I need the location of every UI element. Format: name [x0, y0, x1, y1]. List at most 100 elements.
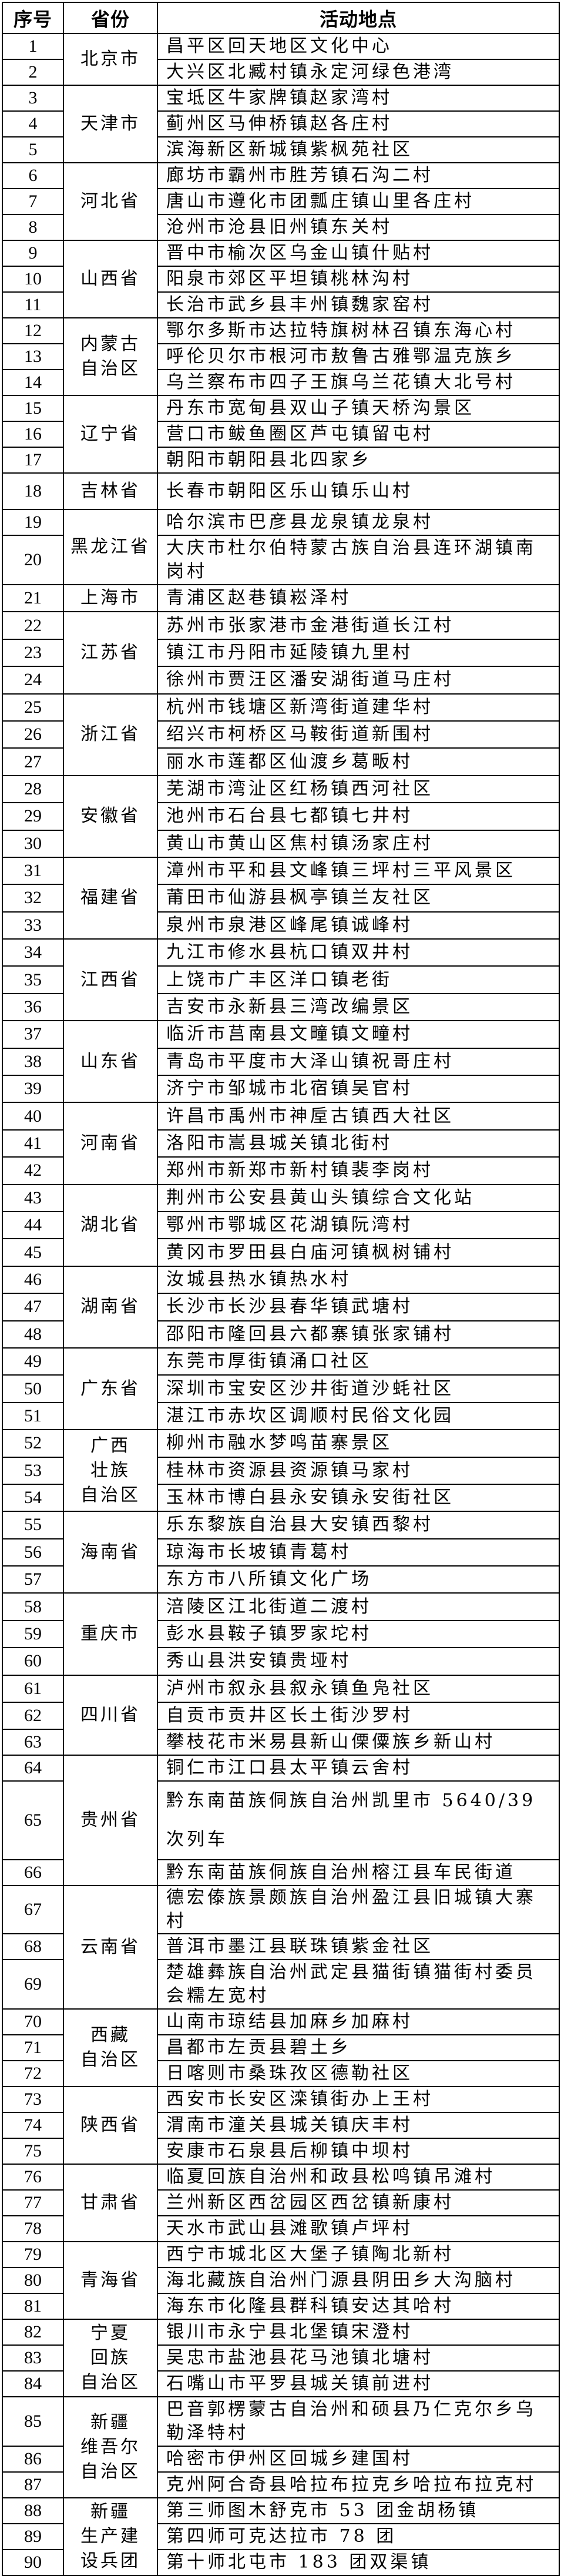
table-row: 3 天津市 宝坻区牛家牌镇赵家湾村: [2, 85, 560, 163]
serial-number-cell: 88: [2, 2497, 64, 2525]
table-row: 20 大庆市杜尔伯特蒙古族自治县连环湖镇南岗村: [2, 535, 560, 585]
table-row: 81 海东市化隆县群科镇安达其哈村: [2, 2293, 560, 2320]
province-cell: 北京市: [63, 33, 158, 86]
province-cell: 陕西省: [63, 2086, 158, 2165]
location-cell: 渭南市潼关县城关镇庆丰村: [157, 2112, 560, 2139]
serial-number-cell: 37: [2, 1020, 64, 1049]
location-cell: 汝城县热水镇热水村: [157, 1265, 560, 1294]
location-cell: 池州市石台县七都镇七井村: [157, 802, 560, 831]
table-row: 54 玉林市博白县永安镇永安街社区: [2, 1483, 560, 1512]
serial-number-cell: 3: [2, 85, 64, 112]
province-cell: 福建省: [63, 856, 158, 940]
table-row: 82 宁夏 回族 自治区 银川市永宁县北堡镇宋澄村: [2, 2319, 560, 2398]
table-row: 83 吴忠市盐池县花马池镇北塘村: [2, 2344, 560, 2372]
serial-number-cell: 58: [2, 1592, 64, 1621]
table-row: 73 陕西省 西安市长安区滦镇街办上王村: [2, 2086, 560, 2165]
serial-number-cell: 29: [2, 802, 64, 831]
province-cell: 内蒙古 自治区: [63, 317, 158, 396]
table-row: 88 新疆 生产建 设兵团 第三师图木舒克市 53 团金胡杨镇: [2, 2497, 560, 2576]
location-cell: 阳泉市郊区平坦镇桃林沟村: [157, 266, 560, 293]
serial-number-cell: 15: [2, 395, 64, 422]
serial-number-cell: 39: [2, 1075, 64, 1103]
province-cell: 新疆 维吾尔 自治区: [63, 2396, 158, 2499]
table-row: 69 楚雄彝族自治州武定县猫街镇猫街村委员会糯左宽村: [2, 1959, 560, 2010]
province-cell: 新疆 生产建 设兵团: [63, 2497, 158, 2576]
province-cell: 安徽省: [63, 774, 158, 858]
serial-number-cell: 68: [2, 1933, 64, 1961]
serial-number-cell: 84: [2, 2370, 64, 2398]
serial-number-cell: 49: [2, 1347, 64, 1376]
serial-number-cell: 51: [2, 1401, 64, 1431]
location-cell: 镇江市丹阳市延陵镇九里村: [157, 638, 560, 668]
serial-number-cell: 33: [2, 911, 64, 940]
serial-number-cell: 81: [2, 2293, 64, 2320]
province-cell: 江苏省: [63, 611, 158, 695]
location-cell: 呼伦贝尔市根河市敖鲁古雅鄂温克族乡: [157, 343, 560, 370]
location-cell: 泉州市泉港区峰尾镇诚峰村: [157, 911, 560, 940]
table-row: 76 甘肃省 临夏回族自治州和政县松鸣镇吊滩村: [2, 2164, 560, 2243]
province-cell: 西藏 自治区: [63, 2008, 158, 2088]
serial-number-cell: 16: [2, 421, 64, 448]
serial-number-cell: 17: [2, 447, 64, 474]
province-cell: 广西 壮族 自治区: [63, 1429, 158, 1512]
table-row: 26 绍兴市柯桥区马鞍街道新围村: [2, 720, 560, 749]
table-row: 79 青海省 西宁市城北区大堡子镇陶北新村: [2, 2241, 560, 2320]
location-cell: 第十师北屯市 183 团双渠镇: [157, 2549, 560, 2576]
location-cell: 泸州市叙永县叙永镇鱼凫社区: [157, 1674, 560, 1703]
location-cell: 唐山市遵化市团瓢庄镇山里各庄村: [157, 188, 560, 215]
table-row: 55 海南省 乐东黎族自治县大安镇西黎村: [2, 1511, 560, 1594]
location-cell: 许昌市禹州市神垕古镇西大社区: [157, 1102, 560, 1131]
table-row: 22 江苏省 苏州市张家港市金港街道长江村: [2, 611, 560, 695]
location-cell: 杭州市钱塘区新湾街道建华村: [157, 693, 560, 722]
location-cell: 沧州市沧县旧州镇东关村: [157, 214, 560, 241]
table-row: 41 洛阳市嵩县城关镇北街村: [2, 1129, 560, 1158]
location-cell: 海北藏族自治州门源县阴田乡大沟脑村: [157, 2267, 560, 2295]
serial-number-cell: 36: [2, 992, 64, 1022]
serial-number-cell: 11: [2, 291, 64, 318]
table-row: 59 彭水县鞍子镇罗家坨村: [2, 1619, 560, 1649]
location-cell: 邵阳市隆回县六都寨镇张家铺村: [157, 1320, 560, 1349]
location-cell: 日喀则市桑珠孜区德勒社区: [157, 2060, 560, 2088]
serial-number-cell: 32: [2, 884, 64, 913]
serial-number-cell: 64: [2, 1755, 64, 1782]
location-cell: 苏州市张家港市金港街道长江村: [157, 611, 560, 640]
province-cell: 山西省: [63, 240, 158, 318]
table-row: 11 长治市武乡县丰州镇魏家窑村: [2, 291, 560, 318]
table-row: 29 池州市石台县七都镇七井村: [2, 802, 560, 831]
location-cell: 长春市朝阳区乐山镇乐山村: [157, 472, 560, 510]
serial-number-cell: 47: [2, 1293, 64, 1321]
serial-number-cell: 5: [2, 136, 64, 163]
location-cell: 漳州市平和县文峰镇三坪村三平风景区: [157, 856, 560, 886]
location-cell: 大兴区北臧村镇永定河绿色港湾: [157, 59, 560, 86]
location-cell: 莆田市仙游县枫亭镇兰友社区: [157, 884, 560, 913]
serial-number-cell: 55: [2, 1511, 64, 1539]
table-row: 70 西藏 自治区 山南市琼结县加麻乡加麻村: [2, 2008, 560, 2088]
serial-number-cell: 12: [2, 317, 64, 344]
table-row: 77 兰州新区西岔园区西岔镇新康村: [2, 2189, 560, 2217]
table-row: 74 渭南市潼关县城关镇庆丰村: [2, 2112, 560, 2139]
table-row: 25 浙江省 杭州市钱塘区新湾街道建华村: [2, 693, 560, 776]
location-cell: 青浦区赵巷镇崧泽村: [157, 583, 560, 613]
serial-number-cell: 80: [2, 2267, 64, 2295]
serial-number-cell: 20: [2, 535, 64, 585]
serial-number-cell: 67: [2, 1885, 64, 1935]
serial-number-cell: 8: [2, 214, 64, 241]
province-cell: 青海省: [63, 2241, 158, 2320]
serial-number-cell: 63: [2, 1729, 64, 1756]
table-row: 35 上饶市广丰区洋口镇老街: [2, 965, 560, 994]
province-cell: 河南省: [63, 1102, 158, 1185]
location-cell: 第四师可克达拉市 78 团: [157, 2523, 560, 2551]
table-row: 1 北京市 昌平区回天地区文化中心: [2, 33, 560, 86]
table-row: 84 石嘴山市平罗县城关镇前进村: [2, 2370, 560, 2398]
table-row: 71 昌都市左贡县碧土乡: [2, 2034, 560, 2062]
serial-number-cell: 25: [2, 693, 64, 722]
serial-number-cell: 76: [2, 2164, 64, 2191]
table-row: 23 镇江市丹阳市延陵镇九里村: [2, 638, 560, 668]
location-cell: 乌兰察布市四子王旗乌兰花镇大北号村: [157, 369, 560, 396]
serial-number-cell: 59: [2, 1619, 64, 1649]
serial-number-cell: 60: [2, 1647, 64, 1676]
location-cell: 洛阳市嵩县城关镇北街村: [157, 1129, 560, 1158]
location-cell: 湛江市赤坎区调顺村民俗文化园: [157, 1401, 560, 1431]
serial-number-cell: 28: [2, 774, 64, 804]
province-cell: 海南省: [63, 1511, 158, 1594]
